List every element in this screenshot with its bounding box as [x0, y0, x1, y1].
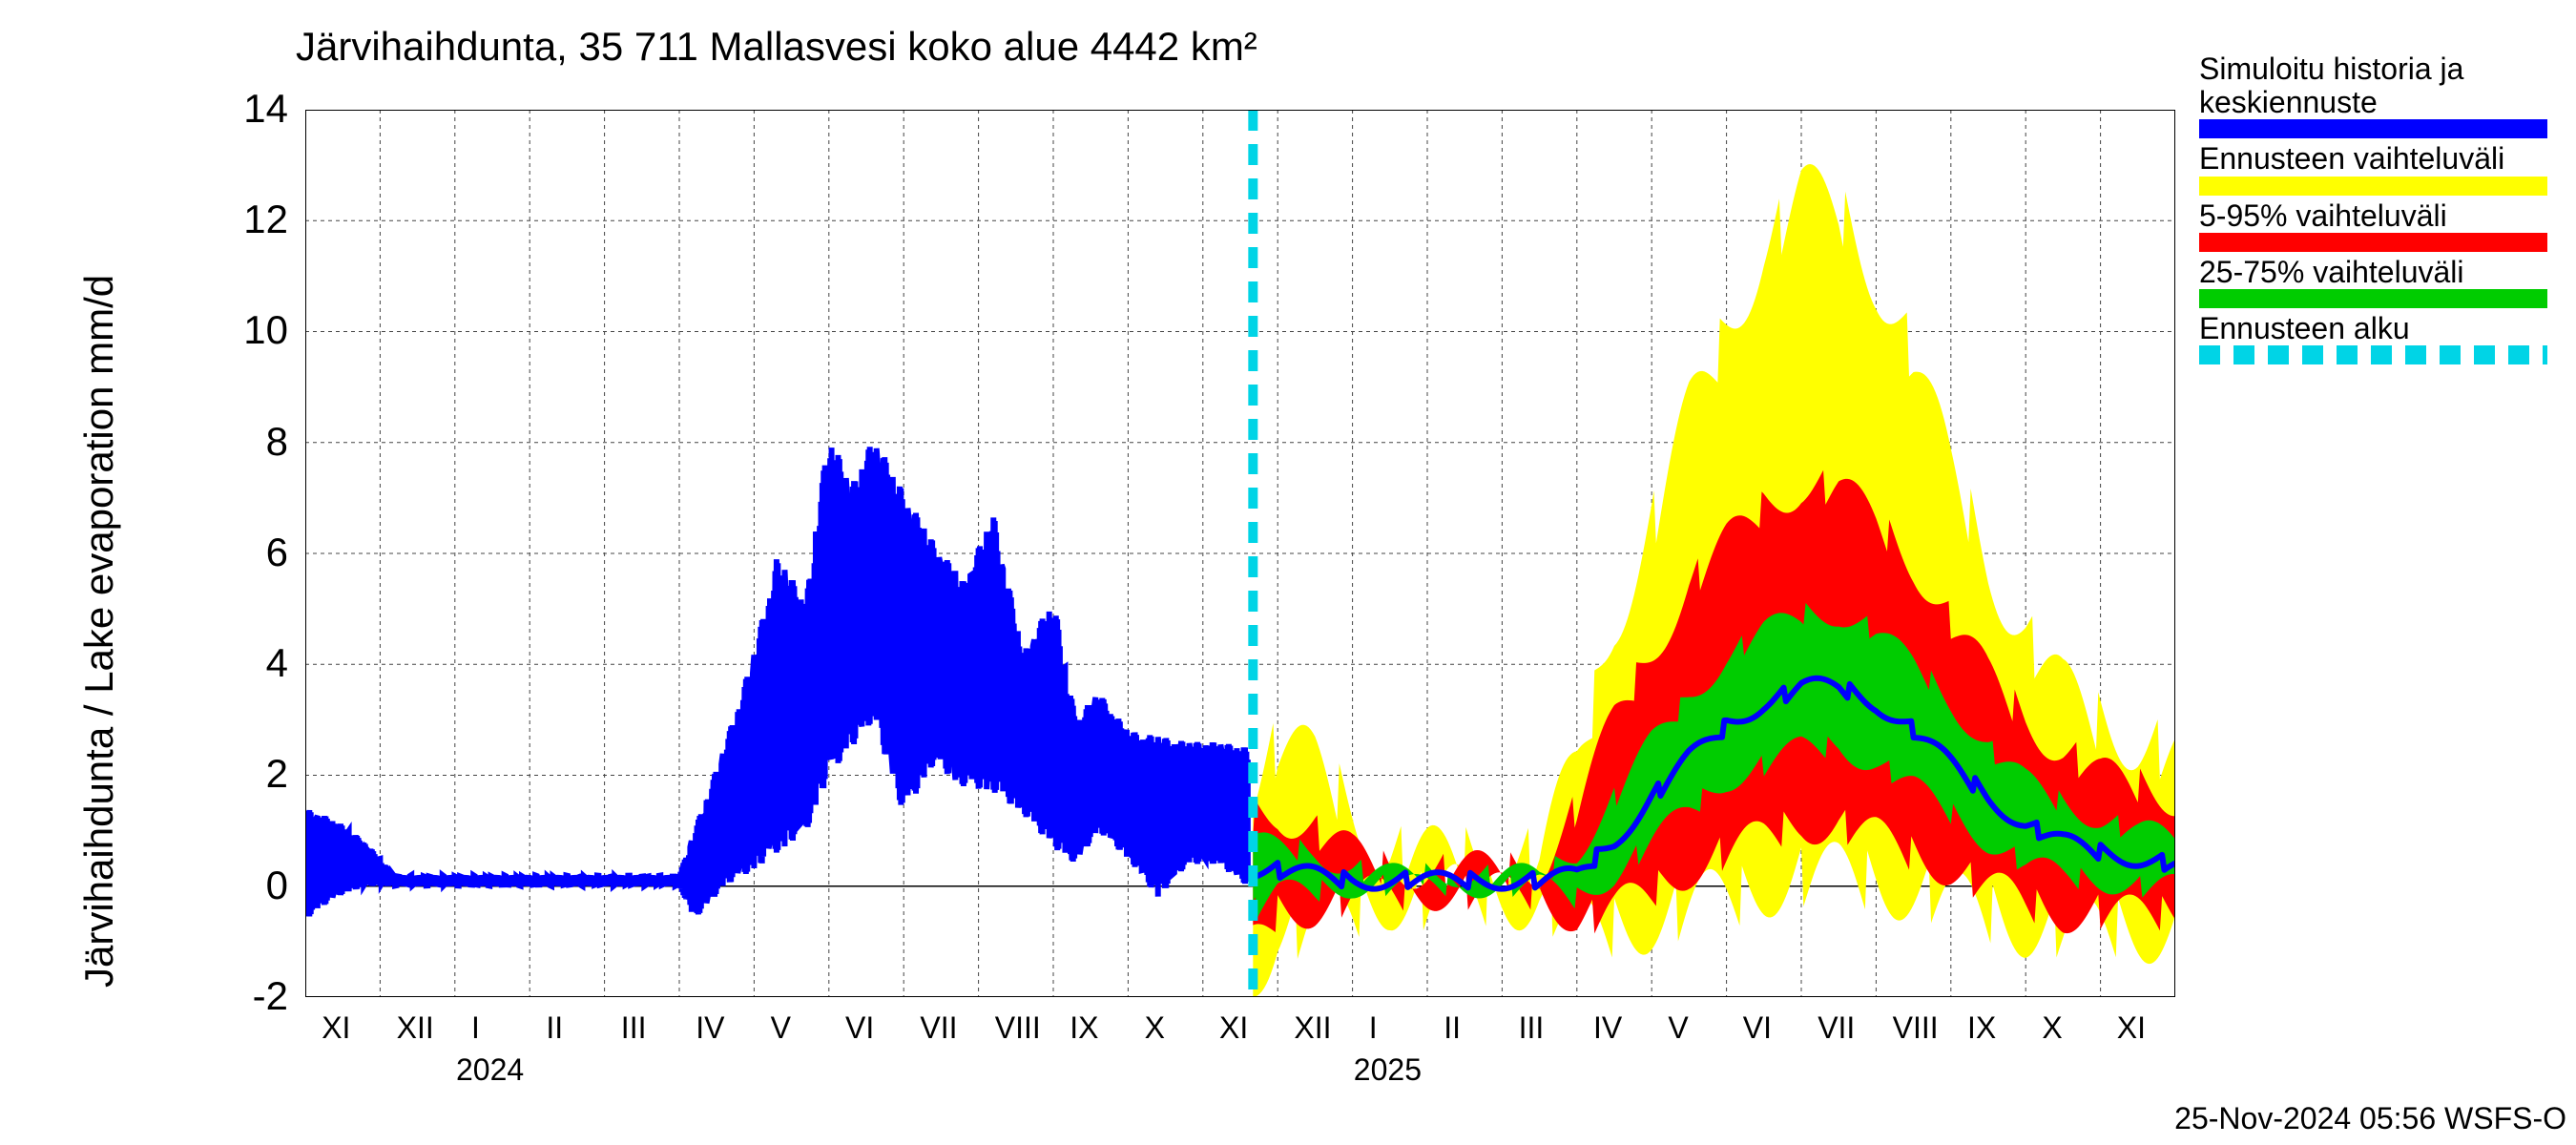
x-tick-month-label: XI: [322, 1010, 350, 1046]
x-tick-month-label: III: [621, 1010, 647, 1046]
x-tick-month-label: IV: [1593, 1010, 1622, 1046]
legend-swatch: [2199, 289, 2547, 308]
x-tick-month-label: III: [1519, 1010, 1545, 1046]
legend-swatch: [2199, 177, 2547, 196]
legend-label: 5-95% vaihteluväli: [2199, 199, 2547, 233]
x-tick-month-label: I: [1369, 1010, 1378, 1046]
x-tick-month-label: XI: [2117, 1010, 2146, 1046]
x-tick-month-label: II: [546, 1010, 563, 1046]
x-tick-month-label: XI: [1219, 1010, 1248, 1046]
x-tick-month-label: IV: [696, 1010, 724, 1046]
legend-swatch: [2199, 119, 2547, 138]
legend-label: 25-75% vaihteluväli: [2199, 256, 2547, 289]
x-tick-month-label: V: [771, 1010, 791, 1046]
legend-swatch: [2199, 233, 2547, 252]
legend-entry: Simuloitu historia jakeskiennuste: [2199, 52, 2547, 138]
x-tick-month-label: X: [1145, 1010, 1165, 1046]
legend-label: Ennusteen vaihteluväli: [2199, 142, 2547, 176]
x-tick-month-label: II: [1444, 1010, 1461, 1046]
x-tick-month-label: IX: [1967, 1010, 1996, 1046]
x-tick-month-label: VI: [1743, 1010, 1772, 1046]
footer-timestamp: 25-Nov-2024 05:56 WSFS-O: [2174, 1101, 2566, 1136]
plot-area: [305, 110, 2175, 997]
chart-container: Järvihaihdunta, 35 711 Mallasvesi koko a…: [0, 0, 2576, 1145]
x-tick-month-label: VIII: [995, 1010, 1041, 1046]
x-year-label: 2024: [456, 1052, 524, 1088]
legend-entry: Ennusteen alku: [2199, 312, 2547, 364]
legend: Simuloitu historia jakeskiennuste Ennuste…: [2199, 52, 2547, 368]
legend-entry: 25-75% vaihteluväli: [2199, 256, 2547, 308]
x-year-label: 2025: [1354, 1052, 1422, 1088]
x-tick-month-label: I: [471, 1010, 480, 1046]
x-tick-month-label: IX: [1070, 1010, 1098, 1046]
x-tick-month-label: VI: [845, 1010, 874, 1046]
y-tick-label: 14: [243, 86, 288, 132]
y-tick-label: 2: [266, 751, 288, 797]
legend-label: Simuloitu historia ja: [2199, 52, 2547, 86]
x-tick-month-label: XII: [1294, 1010, 1331, 1046]
x-tick-month-label: VII: [920, 1010, 957, 1046]
legend-label: Ennusteen alku: [2199, 312, 2547, 345]
y-axis-title: Järvihaihdunta / Lake evaporation mm/d: [76, 275, 122, 988]
x-tick-month-label: XII: [397, 1010, 434, 1046]
legend-entry: 5-95% vaihteluväli: [2199, 199, 2547, 252]
x-tick-month-label: X: [2042, 1010, 2062, 1046]
y-tick-label: 0: [266, 863, 288, 908]
legend-entry: Ennusteen vaihteluväli: [2199, 142, 2547, 195]
y-tick-label: 6: [266, 530, 288, 575]
y-tick-label: 4: [266, 640, 288, 686]
legend-swatch: [2199, 345, 2547, 364]
y-tick-label: 8: [266, 419, 288, 465]
y-tick-label: 12: [243, 197, 288, 242]
y-tick-label: -2: [253, 973, 288, 1019]
x-tick-month-label: VIII: [1893, 1010, 1939, 1046]
x-tick-month-label: VII: [1818, 1010, 1855, 1046]
y-tick-label: 10: [243, 307, 288, 353]
x-tick-month-label: V: [1668, 1010, 1688, 1046]
chart-title: Järvihaihdunta, 35 711 Mallasvesi koko a…: [296, 24, 1257, 70]
legend-label: keskiennuste: [2199, 86, 2547, 119]
